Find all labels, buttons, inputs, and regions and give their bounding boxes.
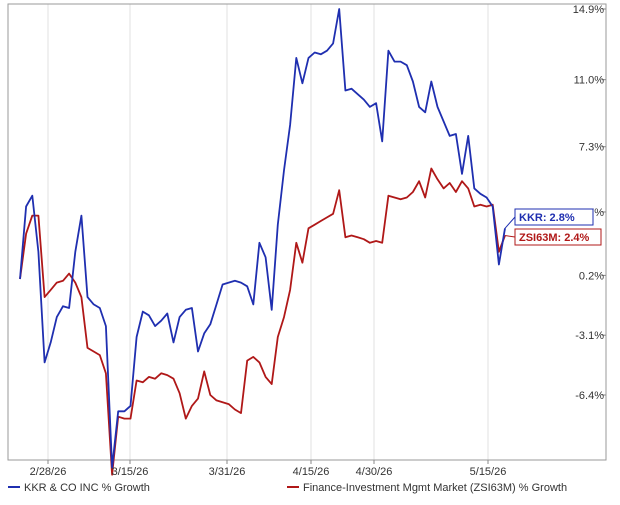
x-tick-label: 4/15/26 — [293, 466, 330, 478]
y-tick-label: -6.4% — [575, 390, 604, 402]
x-tick-label: 5/15/26 — [470, 466, 507, 478]
y-tick-label: 0.2% — [579, 270, 604, 282]
x-tick-label: 4/30/26 — [356, 466, 393, 478]
legend-zsi63m-label: Finance-Investment Mgmt Market (ZSI63M) … — [303, 482, 567, 494]
plot-border — [7, 3, 607, 461]
kkr-tag-connector — [504, 216, 516, 229]
y-tick-label: 11.0% — [574, 75, 605, 87]
series-lines — [19, 8, 506, 476]
y-axis-ticks: 14.9%11.0%7.3%3.7%0.2%-3.1%-6.4% — [573, 4, 606, 402]
zsi63m-tag-connector — [504, 235, 516, 238]
legend-kkr-label: KKR & CO INC % Growth — [24, 482, 150, 494]
zsi63m-tag-box — [514, 228, 602, 246]
kkr-end-label: KKR: 2.8% — [519, 212, 575, 224]
zsi63m-series-line — [19, 167, 506, 476]
x-tick-label: 3/31/26 — [209, 466, 246, 478]
legend: KKR & CO INC % Growth Finance-Investment … — [8, 482, 567, 494]
end-value-tags: KKR: 2.8% ZSI63M: 2.4% — [504, 208, 602, 246]
y-tick-label: -3.1% — [575, 330, 604, 342]
grid-layer — [47, 4, 489, 460]
plot-frame — [7, 3, 607, 461]
x-tick-label: 2/28/26 — [30, 466, 67, 478]
y-tick-label: 14.9% — [573, 4, 604, 16]
y-tick-label: 7.3% — [579, 142, 604, 154]
x-axis-ticks: 2/28/26 3/15/26 3/31/26 4/15/26 4/30/26 5/15/… — [30, 460, 507, 478]
zsi63m-end-label: ZSI63M: 2.4% — [519, 232, 590, 244]
kkr-series-line — [19, 8, 506, 469]
x-tick-label: 3/15/26 — [112, 466, 149, 478]
kkr-tag-box — [514, 208, 594, 226]
